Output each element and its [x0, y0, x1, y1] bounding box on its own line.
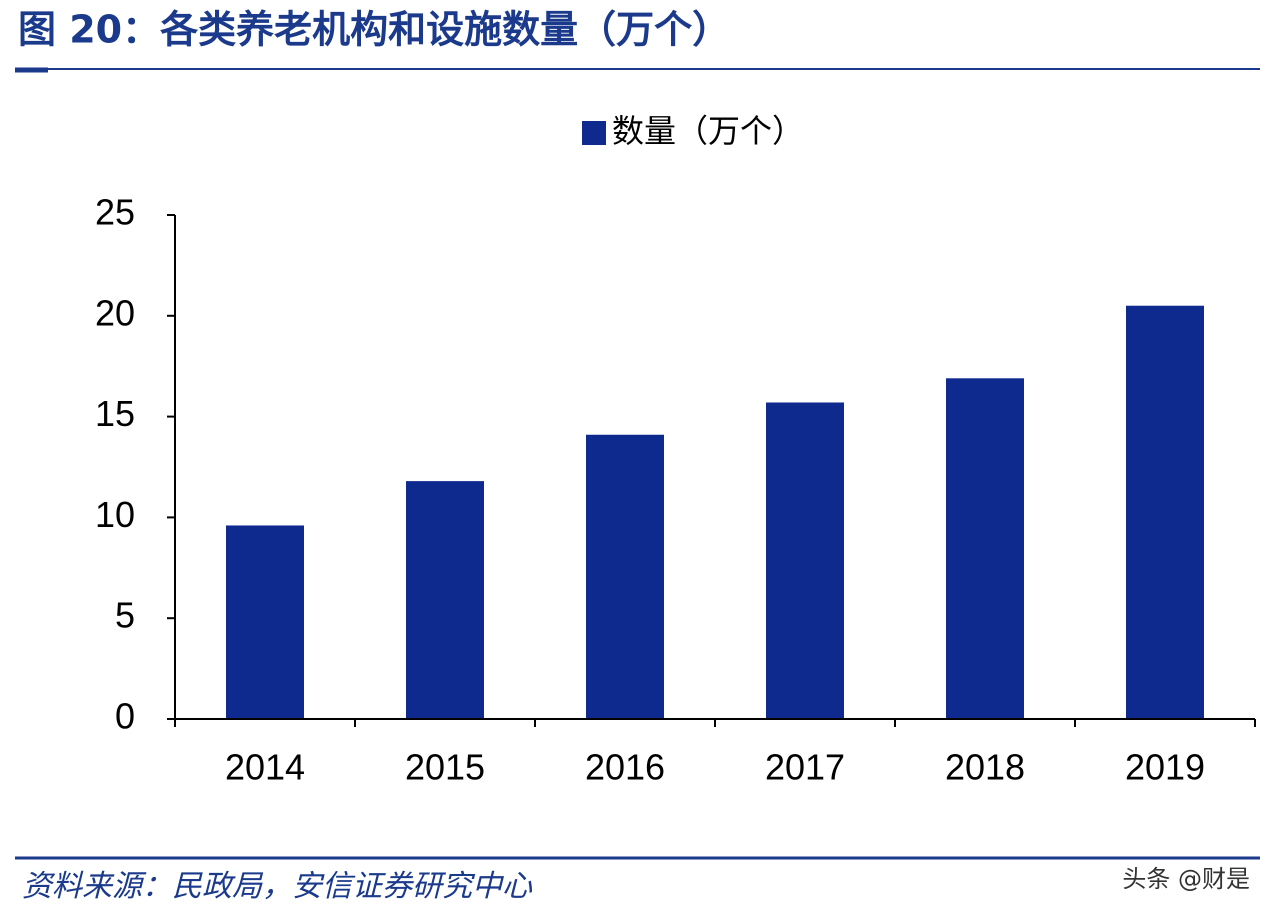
bar — [406, 481, 484, 719]
bar — [766, 402, 844, 719]
watermark: 头条 @财是 — [1122, 865, 1250, 893]
x-tick-label: 2016 — [585, 747, 665, 788]
y-tick-label: 0 — [115, 696, 135, 737]
x-tick-label: 2014 — [225, 747, 305, 788]
bar — [946, 378, 1024, 719]
legend-swatch — [582, 121, 606, 145]
bar — [226, 525, 304, 719]
y-tick-label: 5 — [115, 595, 135, 636]
bar — [586, 434, 664, 719]
y-tick-label: 10 — [95, 494, 135, 535]
legend-label: 数量（万个） — [612, 112, 804, 150]
x-tick-label: 2019 — [1125, 747, 1205, 788]
chart-title: 图 20：各类养老机构和设施数量（万个） — [18, 8, 730, 52]
x-tick-label: 2015 — [405, 747, 485, 788]
y-tick-label: 15 — [95, 393, 135, 434]
source-note: 资料来源：民政局，安信证券研究中心 — [22, 869, 533, 904]
bar — [1126, 305, 1204, 719]
x-tick-label: 2017 — [765, 747, 845, 788]
x-tick-label: 2018 — [945, 747, 1025, 788]
y-tick-label: 25 — [95, 192, 135, 233]
y-tick-label: 20 — [95, 292, 135, 333]
